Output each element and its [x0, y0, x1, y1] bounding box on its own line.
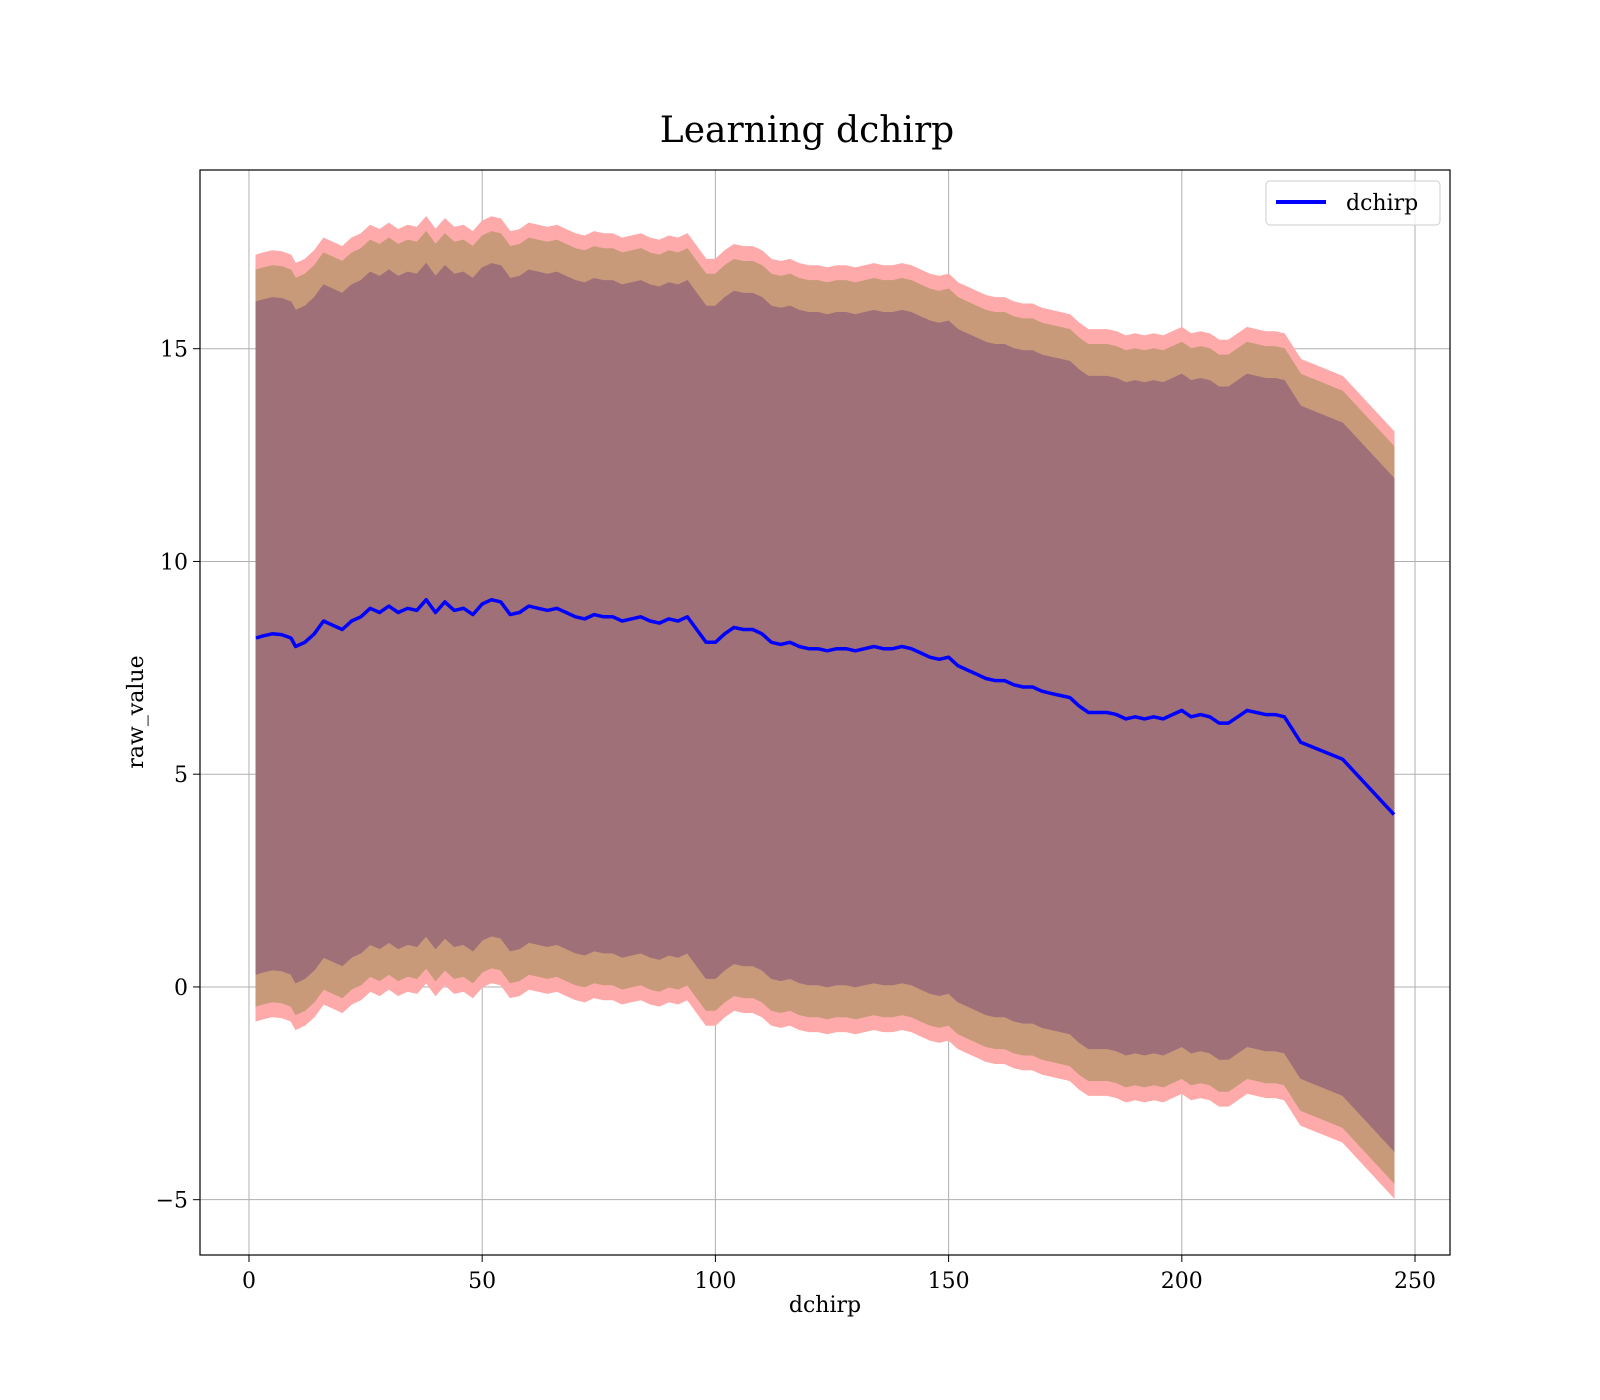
y-tick-label: 5	[174, 763, 188, 788]
x-tick-label: 250	[1394, 1269, 1436, 1294]
confidence-bands	[255, 215, 1395, 1199]
legend-box	[1265, 180, 1441, 226]
x-tick-label: 0	[242, 1269, 256, 1294]
y-axis-label: raw_value	[124, 655, 149, 768]
y-tick-label: 10	[160, 550, 188, 575]
x-tick-label: 50	[468, 1269, 496, 1294]
legend: dchirp	[1265, 180, 1441, 226]
x-tick-label: 200	[1161, 1269, 1203, 1294]
band-band_inner	[255, 262, 1395, 1153]
legend-label-dchirp: dchirp	[1346, 191, 1418, 216]
series-line-dchirp	[255, 597, 1396, 816]
y-tick-label: 15	[160, 338, 188, 363]
x-tick-label: 150	[928, 1269, 970, 1294]
y-tick-label: −5	[156, 1189, 188, 1214]
plot-frame	[199, 169, 1451, 1256]
series-lines	[255, 597, 1396, 816]
axis-ticks: 0 50 100 150 200 250 −5 0 5 10 15	[156, 338, 1436, 1294]
x-tick-label: 100	[694, 1269, 736, 1294]
x-axis-label: dchirp	[789, 1293, 861, 1318]
y-tick-label: 0	[174, 976, 188, 1001]
chart-title: Learning dchirp	[660, 110, 954, 151]
